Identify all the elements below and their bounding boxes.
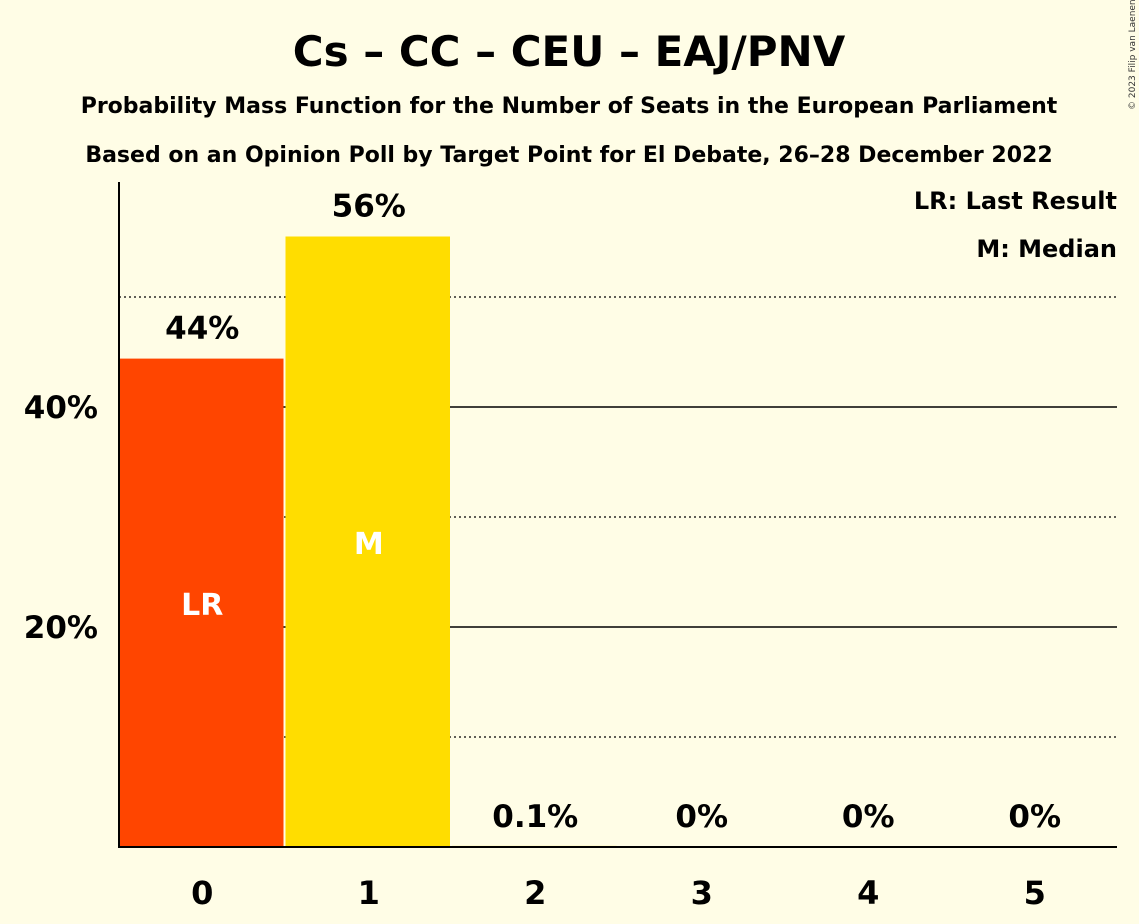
data-label-seat-3: 0%	[675, 799, 728, 835]
data-label-seat-0: 44%	[165, 311, 239, 347]
data-label-seat-5: 0%	[1008, 799, 1061, 835]
gridlines	[119, 296, 1117, 738]
data-label-seat-2: 0.1%	[492, 799, 578, 835]
chart-title: Cs – CC – CEU – EAJ/PNV	[293, 27, 846, 76]
bar-inner-label-1: M	[354, 527, 384, 562]
x-tick-label-4: 4	[857, 874, 879, 912]
x-tick-label-1: 1	[358, 874, 380, 912]
y-tick-label-20: 20%	[24, 610, 98, 646]
bars	[119, 236, 617, 847]
x-tick-label-0: 0	[191, 874, 213, 912]
bar-seat-1	[285, 236, 450, 847]
bar-inner-label-0: LR	[181, 588, 223, 623]
x-tick-label-5: 5	[1024, 874, 1046, 912]
data-label-seat-4: 0%	[842, 799, 895, 835]
legend-last-result: LR: Last Result	[914, 187, 1117, 215]
axes	[118, 182, 1117, 848]
legend-median: M: Median	[976, 235, 1117, 263]
chart-subtitle: Probability Mass Function for the Number…	[81, 94, 1058, 119]
bar-seat-0	[119, 358, 284, 847]
y-tick-label-40: 40%	[24, 390, 98, 426]
x-tick-label-3: 3	[691, 874, 713, 912]
chart-subtitle-source: Based on an Opinion Poll by Target Point…	[85, 143, 1052, 168]
data-label-seat-1: 56%	[332, 189, 406, 225]
copyright-note: © 2023 Filip van Laenen	[1128, 0, 1138, 110]
x-tick-label-2: 2	[524, 874, 546, 912]
